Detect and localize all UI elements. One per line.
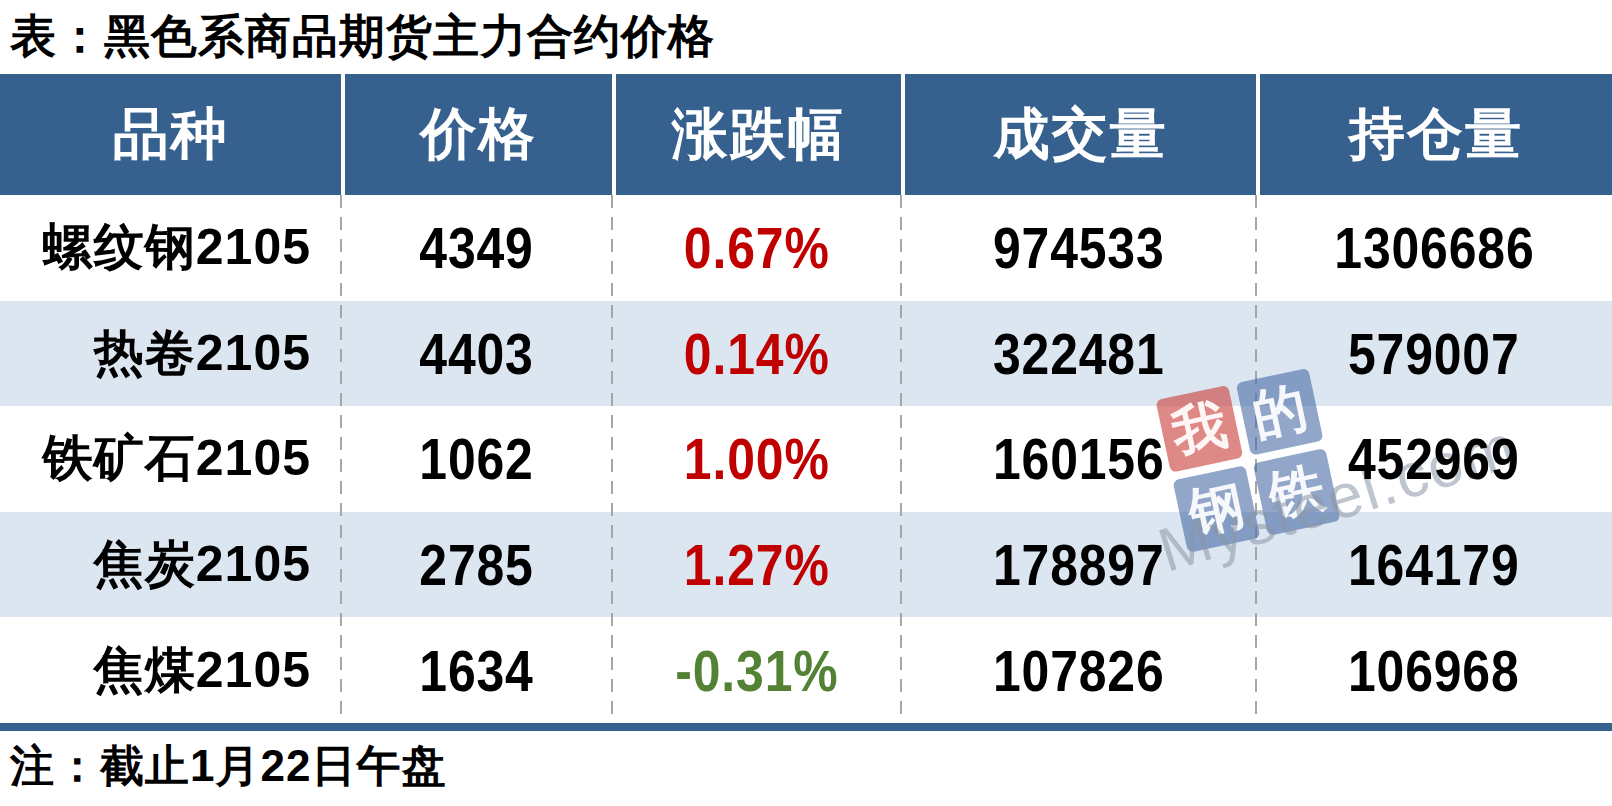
variety-cell: 焦炭2105 (0, 512, 341, 618)
change-cell: 1.27% (612, 512, 901, 618)
header-cell-open-interest: 持仓量 (1256, 74, 1612, 195)
table-row: 铁矿石2105 1062 1.00% 160156 452969 (0, 406, 1612, 512)
price-cell: 2785 (341, 512, 612, 618)
price-cell: 1634 (341, 617, 612, 723)
open-interest-cell: 452969 (1256, 406, 1612, 512)
table-note: 注：截止1月22日午盘 (0, 731, 1612, 803)
table-row: 焦炭2105 2785 1.27% 178897 164179 (0, 512, 1612, 618)
table-header-row: 品种 价格 涨跌幅 成交量 持仓量 (0, 74, 1612, 195)
table-title: 表：黑色系商品期货主力合约价格 (0, 0, 1612, 74)
column-separator (340, 195, 342, 723)
header-cell-change: 涨跌幅 (612, 74, 901, 195)
open-interest-cell: 579007 (1256, 301, 1612, 407)
header-cell-price: 价格 (341, 74, 612, 195)
change-cell: 0.14% (612, 301, 901, 407)
column-separator (611, 195, 613, 723)
price-cell: 4349 (341, 195, 612, 301)
volume-cell: 160156 (901, 406, 1256, 512)
open-interest-cell: 1306686 (1256, 195, 1612, 301)
change-cell: -0.31% (612, 617, 901, 723)
volume-cell: 178897 (901, 512, 1256, 618)
variety-cell: 焦煤2105 (0, 617, 341, 723)
change-cell: 0.67% (612, 195, 901, 301)
futures-table: 品种 价格 涨跌幅 成交量 持仓量 螺纹钢2105 4349 0.67% 974… (0, 74, 1612, 731)
variety-cell: 铁矿石2105 (0, 406, 341, 512)
open-interest-cell: 106968 (1256, 617, 1612, 723)
futures-price-table-image: 表：黑色系商品期货主力合约价格 品种 价格 涨跌幅 成交量 持仓量 螺纹钢210… (0, 0, 1612, 806)
column-separator (1255, 195, 1257, 723)
variety-cell: 螺纹钢2105 (0, 195, 341, 301)
volume-cell: 107826 (901, 617, 1256, 723)
volume-cell: 974533 (901, 195, 1256, 301)
header-cell-variety: 品种 (0, 74, 341, 195)
volume-cell: 322481 (901, 301, 1256, 407)
table-row: 焦煤2105 1634 -0.31% 107826 106968 (0, 617, 1612, 723)
table-row: 螺纹钢2105 4349 0.67% 974533 1306686 (0, 195, 1612, 301)
column-separator (900, 195, 902, 723)
table-body: 螺纹钢2105 4349 0.67% 974533 1306686 热卷2105… (0, 195, 1612, 731)
change-cell: 1.00% (612, 406, 901, 512)
header-cell-volume: 成交量 (901, 74, 1256, 195)
variety-cell: 热卷2105 (0, 301, 341, 407)
price-cell: 1062 (341, 406, 612, 512)
table-row: 热卷2105 4403 0.14% 322481 579007 (0, 301, 1612, 407)
open-interest-cell: 164179 (1256, 512, 1612, 618)
price-cell: 4403 (341, 301, 612, 407)
